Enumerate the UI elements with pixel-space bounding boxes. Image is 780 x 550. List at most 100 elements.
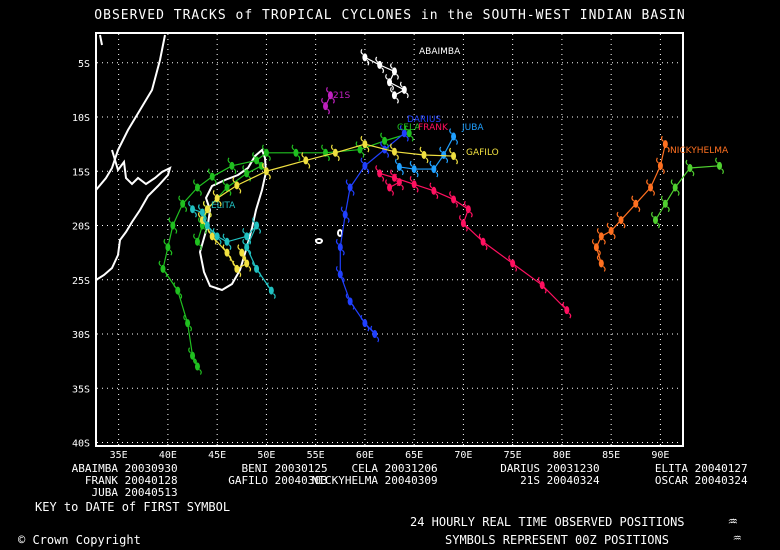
legend-line-2: SYMBOLS REPRESENT 00Z POSITIONS: [445, 533, 669, 547]
key-storm-name: BENI: [241, 462, 269, 475]
key-start-date: 20030930: [118, 462, 178, 475]
lat-tick-label: 10S: [72, 113, 90, 124]
madagascar-coastline: [198, 148, 268, 292]
key-start-date: 20040127: [688, 462, 748, 475]
cyclone-position-icon: [508, 255, 518, 272]
key-entry: JUBA 20040513: [0, 486, 208, 499]
cyclone-position-icon: [163, 238, 173, 256]
storm-label: 21S: [333, 91, 350, 101]
key-storm-name: DARIUS: [500, 462, 540, 475]
lon-tick-label: 90E: [651, 450, 669, 461]
cyclone-position-icon: [335, 238, 345, 256]
cyclone-position-icon: [291, 144, 301, 162]
coastlines: [95, 34, 343, 292]
lon-tick-label: 70E: [454, 450, 472, 461]
africa-coastline: [95, 34, 166, 191]
copyright-notice: © Crown Copyright: [18, 533, 141, 547]
cyclone-position-icon: [360, 314, 370, 332]
cyclone-position-icon: [394, 158, 404, 176]
mauritius-island: [337, 229, 343, 237]
cyclone-position-icon: [178, 195, 188, 213]
cyclone-position-icon: [232, 260, 242, 278]
cyclone-position-icon: [188, 347, 197, 365]
lon-tick-label: 85E: [602, 450, 620, 461]
cyclone-position-icon: [429, 182, 439, 200]
cyclone-position-icon: [222, 244, 232, 261]
cyclone-position-icon: [370, 325, 380, 343]
cyclone-position-icon: [326, 86, 335, 104]
cyclone-position-icon: [390, 63, 399, 80]
storm-label: GAFILO: [466, 148, 499, 158]
cyclone-position-icon: [651, 211, 660, 229]
cyclone-position-icon: [385, 179, 394, 196]
cyclone-position-icon: [193, 358, 202, 375]
cyclone-position-icon: [360, 48, 370, 66]
cyclone-position-icon: [168, 217, 178, 234]
cyclone-position-icon: [385, 73, 394, 91]
cyclone-position-icon: [301, 152, 311, 169]
cyclone-position-icon: [202, 217, 212, 234]
cyclone-position-icon: [449, 191, 458, 208]
storm-label: ABAIMBA: [419, 47, 461, 57]
map-title: OBSERVED TRACKS of TROPICAL CYCLONES in …: [94, 8, 686, 23]
cyclone-position-icon: [375, 56, 385, 74]
cyclone-position-icon: [183, 314, 193, 332]
key-start-date: 20031230: [540, 462, 600, 475]
lon-tick-label: 50E: [257, 450, 275, 461]
cyclone-position-icon: [222, 233, 232, 251]
cyclone-position-icon: [262, 162, 271, 180]
key-entry: BENI 20030125: [128, 462, 358, 475]
track-line: [339, 132, 405, 335]
cyclone-position-icon: [360, 135, 370, 153]
map-frame: [95, 32, 684, 447]
key-start-date: 20040324: [540, 474, 600, 487]
cyclone-position-icon: [188, 200, 197, 218]
lat-lon-grid: 5S 10S 15S 20S 25S 30S 35S 40S 35E 40E 45E 50E 55E 60…: [72, 34, 682, 461]
cyclone-position-icon: [193, 179, 202, 196]
cyclone-position-icon: [345, 179, 355, 196]
key-entry: DARIUS 20031230: [400, 462, 630, 475]
cyclone-position-icon: [390, 143, 399, 161]
africa-coastline-east: [95, 34, 172, 281]
cyclone-position-icon: [375, 165, 385, 182]
key-entry: OSCAR 20040324: [548, 474, 778, 487]
cyclone-position-icon: [335, 265, 345, 283]
track-line: [201, 143, 454, 270]
cyclone-position-icon: [202, 200, 212, 218]
key-storm-name: 21S: [520, 474, 540, 487]
lat-tick-label: 5S: [78, 59, 90, 70]
cyclone-position-icon: [212, 190, 222, 207]
cyclone-position-icon: [449, 128, 458, 145]
cyclone-position-icon: [197, 204, 207, 221]
cyclone-position-icon: [207, 168, 217, 186]
cyclone-position-icon: [409, 160, 419, 178]
cyclone-position-icon: [394, 173, 404, 191]
cyclone-position-icon: [242, 228, 252, 245]
key-start-date: 20040324: [688, 474, 748, 487]
cyclone-position-icon: [193, 233, 202, 251]
storm-label: CELA: [397, 123, 421, 133]
cyclone-position-icon: [252, 217, 261, 234]
track-line: [654, 165, 720, 221]
key-entry: ELITA 20040127: [548, 462, 778, 475]
track-line: [595, 143, 666, 264]
lat-tick-label: 25S: [72, 276, 90, 287]
cyclone-position-icon: [399, 81, 409, 99]
cyclone-position-icon: [237, 244, 247, 261]
lat-tick-label: 40S: [72, 439, 90, 450]
cyclone-position-icon: [616, 211, 626, 229]
lon-tick-label: 75E: [504, 450, 522, 461]
key-storm-name: ABAIMBA: [71, 462, 118, 475]
key-start-date: 20040309: [378, 474, 438, 487]
cyclone-position-icon: [321, 97, 330, 115]
track-line: [162, 132, 410, 367]
track-line: [192, 208, 272, 291]
lat-tick-label: 20S: [72, 222, 90, 233]
cyclone-position-icon: [606, 222, 616, 240]
storm-label: NICKYHELMA: [670, 146, 729, 156]
cyclone-position-icon: [330, 144, 340, 162]
storm-label: JUBA: [461, 123, 484, 133]
key-entry: FRANK 20040128: [0, 474, 208, 487]
cyclone-position-icon: [646, 179, 655, 196]
storm-key: ABAIMBA 20030930 BENI 20030125 CELA 200312…: [0, 462, 780, 522]
